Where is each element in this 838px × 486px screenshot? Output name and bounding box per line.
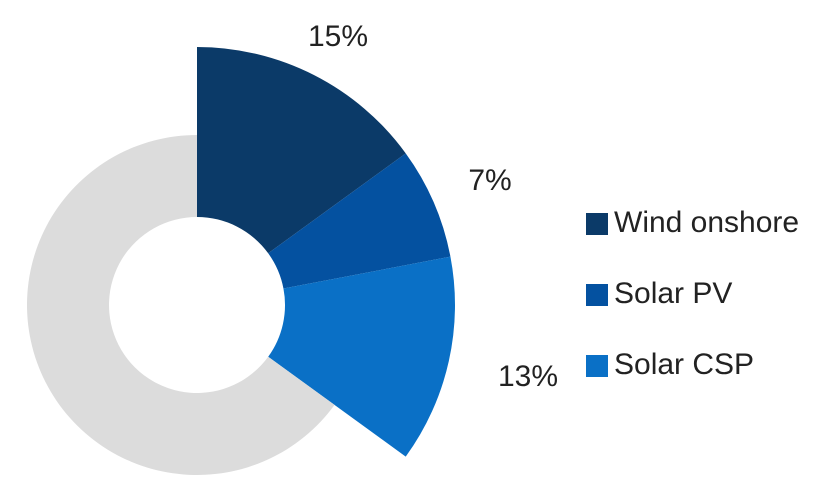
data-label: 13%: [498, 360, 558, 393]
legend-swatch: [586, 355, 608, 377]
donut-slice: [197, 47, 406, 254]
legend-swatch: [586, 284, 608, 306]
donut-slice: [268, 256, 455, 457]
donut-slice: [26, 135, 335, 476]
legend-label: Wind onshore: [614, 206, 799, 239]
legend-swatch: [586, 213, 608, 235]
legend-label: Solar CSP: [614, 348, 754, 381]
data-label: 7%: [468, 164, 511, 197]
donut-slice: [268, 153, 451, 289]
legend-label: Solar PV: [614, 277, 732, 310]
data-label: 15%: [308, 20, 368, 53]
